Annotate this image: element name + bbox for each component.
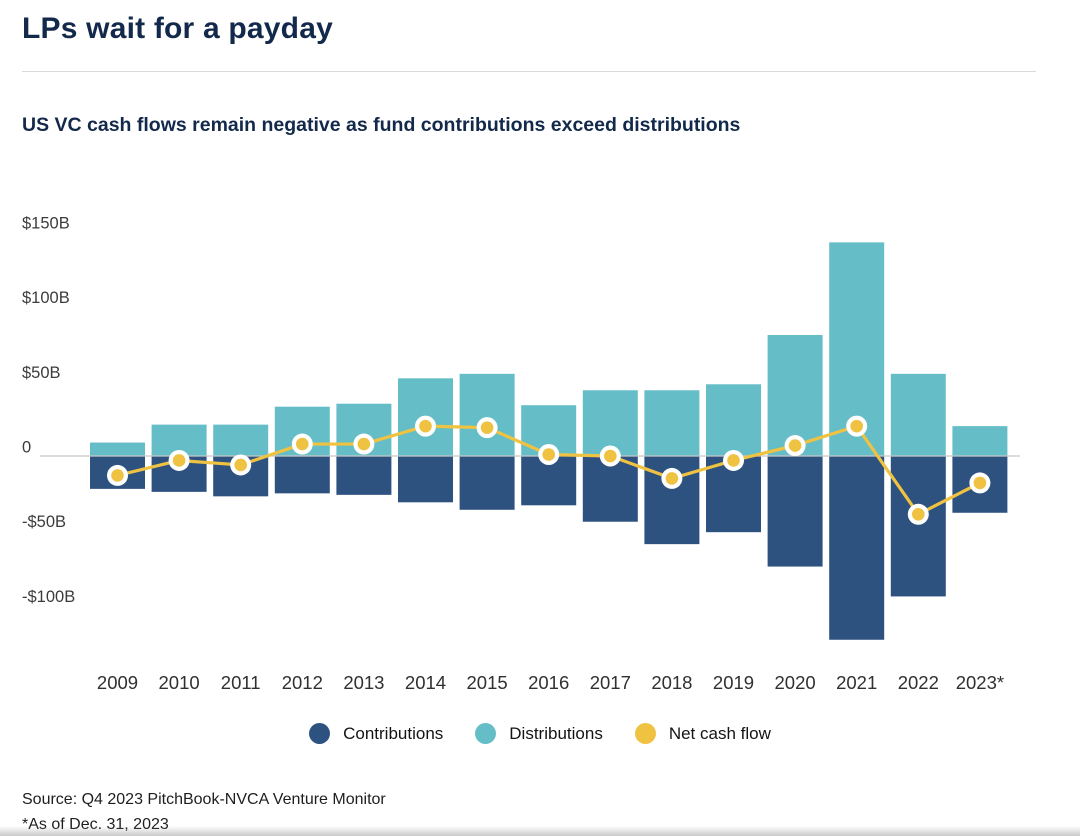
net-cash-flow-marker: [357, 437, 371, 451]
contribution-bar: [459, 456, 515, 510]
net-cash-flow-marker: [604, 449, 617, 463]
contribution-bar: [336, 456, 392, 495]
y-axis-tick-label: $150B: [22, 214, 70, 232]
distribution-bar: [90, 442, 145, 456]
contribution-bar: [829, 456, 885, 640]
legend-item-contributions: Contributions: [309, 723, 443, 744]
x-axis-year-label: 2022: [898, 672, 939, 693]
x-axis-year-label: 2021: [836, 672, 877, 693]
x-axis-year-label: 2011: [221, 672, 261, 693]
page-title: LPs wait for a payday: [22, 12, 333, 45]
x-axis-year-label: 2023*: [956, 672, 1004, 693]
net-cash-flow-marker: [296, 437, 309, 451]
legend-swatch-icon: [309, 723, 331, 744]
contribution-bar: [890, 456, 946, 597]
legend-label: Contributions: [343, 723, 444, 743]
legend-swatch-icon: [475, 723, 497, 744]
distribution-bar: [952, 426, 1008, 456]
x-axis-year-label: 2014: [405, 672, 446, 693]
legend-swatch-icon: [634, 723, 656, 744]
distribution-bar: [644, 390, 700, 456]
distribution-bar: [706, 384, 761, 456]
net-cash-flow-marker: [480, 421, 494, 434]
y-axis-tick-label: $50B: [22, 364, 61, 382]
x-axis-year-label: 2013: [343, 672, 384, 693]
net-cash-flow-marker: [665, 472, 679, 485]
net-cash-flow-marker: [727, 454, 740, 467]
legend-label: Net cash flow: [668, 723, 771, 743]
net-cash-flow-marker: [234, 458, 247, 472]
x-axis-year-label: 2020: [775, 672, 816, 693]
cash-flow-chart: $150B $100B $50B 0 -$50B -$100B 2009 2010 2011 20…: [22, 214, 1020, 693]
distribution-bar: [890, 373, 946, 456]
contribution-bar: [398, 456, 453, 503]
net-cash-flow-marker: [419, 419, 432, 433]
bottom-edge-shadow: [0, 826, 1080, 836]
net-cash-flow-marker: [912, 507, 925, 521]
distribution-bar: [213, 424, 269, 456]
contribution-bar: [767, 456, 823, 567]
chart-legend: Contributions Distributions Net cash flow: [0, 723, 1080, 744]
x-axis-year-label: 2010: [159, 672, 200, 693]
contribution-bar: [274, 456, 330, 494]
net-cash-flow-marker: [172, 454, 186, 467]
net-cash-flow-marker: [788, 439, 802, 452]
x-axis-year-label: 2016: [528, 672, 569, 693]
legend-item-net-cash-flow: Net cash flow: [634, 723, 771, 744]
distribution-bar: [582, 390, 638, 456]
net-cash-flow-marker: [542, 448, 555, 461]
x-axis-year-label: 2009: [97, 672, 138, 693]
y-axis-tick-label: 0: [22, 439, 31, 457]
distribution-bar: [459, 373, 515, 456]
chart-subtitle: US VC cash flows remain negative as fund…: [22, 114, 741, 136]
source-text: Source: Q4 2023 PitchBook-NVCA Venture M…: [22, 791, 386, 808]
x-axis-year-label: 2012: [282, 672, 323, 693]
y-axis-tick-label: -$100B: [22, 588, 75, 606]
net-cash-flow-marker: [111, 469, 124, 482]
x-axis-year-label: 2018: [651, 672, 692, 693]
x-axis-year-label: 2015: [467, 672, 508, 693]
net-cash-flow-marker: [850, 419, 863, 433]
y-axis-tick-label: -$50B: [22, 513, 66, 531]
contribution-bar: [582, 456, 638, 522]
x-axis-year-label: 2019: [713, 672, 754, 693]
x-axis-year-label: 2017: [590, 672, 631, 693]
title-divider: [22, 71, 1036, 72]
legend-label: Distributions: [509, 723, 603, 743]
legend-item-distributions: Distributions: [475, 723, 603, 744]
net-cash-flow-marker: [973, 476, 987, 490]
y-axis-tick-label: $100B: [22, 289, 70, 307]
